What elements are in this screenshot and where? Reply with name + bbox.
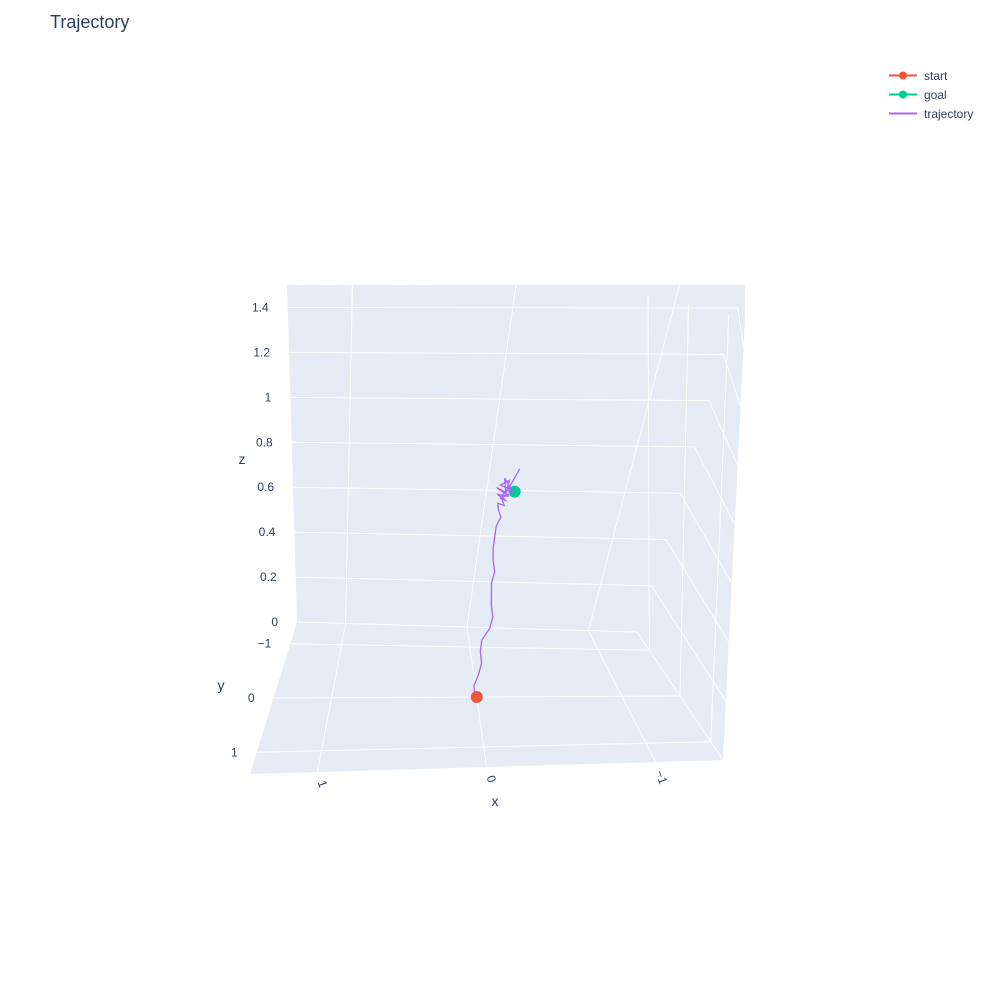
right-gridline-y bbox=[710, 314, 730, 742]
y-tick-label: −1 bbox=[258, 637, 272, 651]
back-gridline-x bbox=[587, 284, 681, 631]
y-tick-label: 0 bbox=[248, 691, 255, 705]
back-gridline-z bbox=[294, 531, 666, 540]
z-tick-label: 1.4 bbox=[252, 300, 269, 314]
right-gridline-z bbox=[650, 585, 727, 702]
legend-label-start: start bbox=[924, 68, 948, 83]
series-marker-start bbox=[470, 691, 483, 703]
legend-item-start[interactable]: start bbox=[886, 66, 973, 85]
z-tick-label: 0.6 bbox=[257, 480, 274, 494]
back-gridline-z bbox=[288, 351, 724, 355]
x-tick-label: 0 bbox=[484, 774, 499, 785]
back-gridline-z bbox=[290, 396, 710, 402]
y-axis-title: y bbox=[218, 677, 225, 693]
right-gridline-z bbox=[665, 539, 730, 643]
back-wall-pane bbox=[287, 285, 637, 632]
back-gridline-x bbox=[345, 284, 353, 624]
back-gridline-x bbox=[466, 284, 517, 628]
x-tick-label: −1 bbox=[653, 769, 671, 787]
chart-title: Trajectory bbox=[50, 12, 130, 32]
right-wall-pane bbox=[632, 285, 745, 760]
floor-pane bbox=[250, 622, 723, 774]
z-tick-label: 0.2 bbox=[260, 570, 277, 584]
floor-gridline-y bbox=[290, 643, 650, 651]
z-tick-label: 1.2 bbox=[253, 345, 270, 359]
z-tick-label: 0.4 bbox=[259, 525, 276, 539]
legend-swatch-trajectory bbox=[889, 112, 917, 115]
right-gridline-z bbox=[737, 308, 745, 348]
right-gridline-z bbox=[708, 400, 739, 466]
legend: start goal trajectory bbox=[886, 66, 973, 123]
z-tick-label: 0.8 bbox=[256, 435, 273, 449]
back-gridline-z bbox=[291, 441, 695, 448]
x-tick-label: 1 bbox=[315, 779, 330, 790]
z-tick-label: 0 bbox=[271, 615, 278, 629]
back-gridline-z bbox=[295, 576, 652, 587]
legend-swatch-start bbox=[889, 71, 917, 80]
legend-label-goal: goal bbox=[924, 87, 947, 102]
back-gridline-z bbox=[287, 306, 738, 309]
right-gridline-y bbox=[647, 295, 650, 651]
back-gridline-z bbox=[292, 486, 681, 494]
z-tick-label: 1 bbox=[265, 390, 272, 404]
top-pane bbox=[287, 285, 745, 318]
right-gridline-z bbox=[694, 446, 736, 525]
z-axis-title: z bbox=[239, 451, 246, 467]
x-axis-title: x bbox=[492, 793, 499, 809]
legend-item-trajectory[interactable]: trajectory bbox=[886, 104, 973, 123]
right-gridline-z bbox=[636, 631, 724, 761]
legend-label-trajectory: trajectory bbox=[924, 106, 974, 121]
right-gridline-z bbox=[722, 354, 742, 407]
right-gridline-z bbox=[679, 492, 733, 584]
series-line-trajectory bbox=[473, 468, 521, 693]
legend-item-goal[interactable]: goal bbox=[886, 85, 973, 104]
back-gridline-z bbox=[296, 621, 638, 633]
floor-gridline-y bbox=[256, 741, 711, 753]
y-tick-label: 1 bbox=[231, 745, 238, 759]
legend-swatch-goal bbox=[889, 90, 917, 99]
